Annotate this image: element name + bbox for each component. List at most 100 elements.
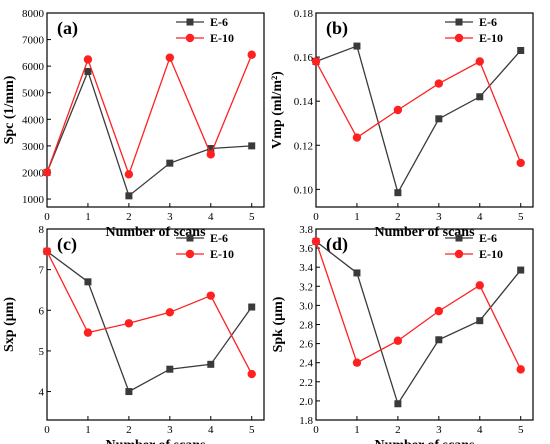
series-line-E-10 [315, 60, 522, 164]
data-point-E-6 [435, 336, 443, 344]
data-point-E-10 [124, 170, 134, 179]
legend: E-6 E-10 [445, 15, 503, 45]
y-tick-label: 2.0 [299, 396, 313, 408]
x-tick-label: 0 [313, 424, 319, 436]
legend-square-marker [186, 234, 194, 242]
x-tick-label: 2 [395, 211, 401, 223]
y-tick-label: 5000 [22, 88, 45, 100]
y-axis-title: Vmp (ml/m²) [270, 71, 285, 149]
data-point-E-6 [166, 159, 174, 167]
data-point-E-10 [124, 319, 134, 328]
x-tick-label: 3 [167, 211, 173, 223]
x-tick-label: 4 [208, 424, 214, 436]
data-point-E-6 [125, 388, 133, 396]
x-tick-label: 0 [44, 211, 50, 223]
panel-label: (c) [57, 234, 77, 255]
y-tick-label: 5 [39, 346, 45, 358]
y-tick-label: 3.6 [299, 243, 313, 255]
legend-circle-marker [454, 33, 464, 43]
y-tick-label: 7 [39, 265, 45, 277]
series-line-E-10 [46, 54, 253, 177]
x-tick-label: 2 [126, 211, 132, 223]
data-point-E-6 [84, 67, 92, 75]
data-point-E-10 [311, 57, 321, 66]
chart-panel-2: 0 1 2 3 4 5 4 5 6 7 8 Number of scans Sxp (μm) (c) E-6… [2, 224, 265, 444]
data-point-E-6 [476, 93, 484, 101]
data-point-E-6 [353, 42, 361, 50]
x-axis-title: Number of scans [105, 438, 206, 444]
series-line-E-6 [315, 240, 522, 406]
y-tick-label: 8 [39, 224, 45, 236]
x-tick-label: 4 [477, 211, 483, 223]
y-tick-label: 0.14 [294, 96, 314, 108]
series-line-E-10 [46, 251, 253, 375]
series-line-E-10 [315, 241, 522, 370]
legend: E-6 E-10 [176, 231, 234, 261]
x-tick-label: 5 [518, 424, 524, 436]
legend-circle-marker [185, 33, 195, 43]
data-point-E-6 [517, 266, 525, 274]
legend-label: E-10 [479, 31, 503, 45]
y-tick-label: 3000 [22, 141, 45, 153]
data-point-E-10 [516, 158, 525, 168]
data-point-E-10 [434, 79, 444, 88]
plot-frame [46, 228, 265, 421]
legend-square-marker [186, 18, 194, 26]
data-point-E-10 [83, 328, 93, 337]
x-tick-label: 4 [477, 424, 483, 436]
y-tick-label: 6 [39, 305, 45, 317]
plot-frame [315, 12, 534, 208]
data-point-E-6 [248, 303, 256, 311]
data-point-E-10 [393, 336, 403, 345]
data-point-E-10 [165, 308, 175, 317]
y-tick-label: 4 [39, 387, 45, 399]
x-tick-label: 1 [85, 211, 91, 223]
x-tick-label: 2 [126, 424, 132, 436]
legend-label: E-6 [210, 231, 228, 245]
legend: E-6 E-10 [176, 15, 234, 45]
data-point-E-10 [206, 150, 215, 159]
data-point-E-10 [475, 57, 484, 66]
x-tick-label: 4 [208, 211, 214, 223]
data-point-E-10 [42, 247, 52, 256]
y-tick-label: 3.8 [299, 224, 313, 236]
y-tick-label: 0.12 [294, 140, 313, 152]
x-tick-label: 5 [249, 211, 255, 223]
panel-label: (b) [326, 18, 348, 39]
data-point-E-10 [247, 50, 256, 59]
data-point-E-6 [353, 269, 361, 277]
data-point-E-6 [84, 278, 92, 286]
y-tick-label: 0.16 [294, 52, 314, 64]
x-tick-label: 5 [249, 424, 255, 436]
x-tick-label: 1 [354, 424, 360, 436]
data-point-E-6 [394, 189, 402, 197]
legend: E-6 E-10 [445, 231, 503, 261]
data-point-E-10 [475, 281, 484, 290]
x-tick-label: 3 [436, 211, 442, 223]
data-point-E-6 [435, 115, 443, 123]
x-axis-title: Number of scans [374, 438, 475, 444]
x-tick-label: 1 [85, 424, 91, 436]
data-point-E-6 [394, 400, 402, 408]
series-line-E-6 [315, 45, 522, 195]
legend-circle-marker [185, 249, 195, 259]
data-point-E-6 [517, 46, 525, 54]
data-point-E-10 [42, 168, 52, 177]
y-tick-label: 2.4 [299, 358, 313, 370]
data-point-E-10 [311, 237, 321, 246]
y-tick-label: 1000 [22, 194, 45, 206]
y-tick-label: 0.18 [294, 8, 314, 20]
series-line-E-6 [46, 69, 252, 197]
series-line-E-6 [46, 250, 253, 393]
data-point-E-10 [352, 358, 362, 367]
y-tick-label: 2.8 [299, 320, 313, 332]
legend-circle-marker [454, 249, 464, 259]
data-point-E-10 [393, 105, 403, 115]
data-point-E-6 [207, 360, 215, 368]
legend-square-marker [455, 18, 463, 26]
data-point-E-6 [248, 142, 256, 150]
data-point-E-6 [476, 317, 484, 325]
legend-label: E-6 [479, 15, 497, 29]
y-tick-label: 2.2 [299, 377, 313, 389]
